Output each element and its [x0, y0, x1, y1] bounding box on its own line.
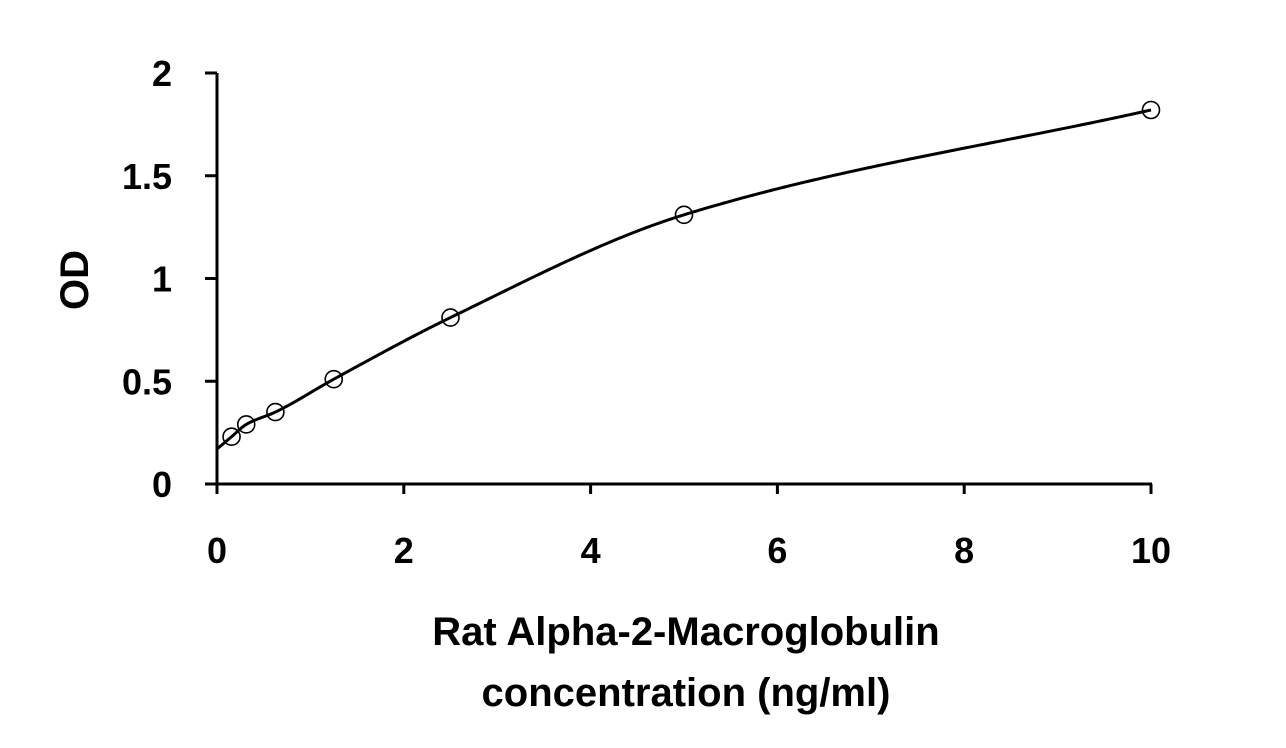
- x-tick-label: 6: [767, 530, 787, 571]
- y-tick-label: 0: [152, 464, 172, 505]
- y-axis-title: OD: [53, 250, 97, 310]
- data-points: [222, 100, 1161, 447]
- x-axis-title-line-1: Rat Alpha-2-Macroglobulin: [432, 610, 939, 654]
- data-point: [222, 427, 241, 447]
- x-tick-label: 8: [954, 530, 974, 571]
- y-tick-label: 1.5: [122, 156, 172, 197]
- data-point: [1141, 100, 1161, 120]
- y-tick-label: 0.5: [122, 361, 172, 402]
- axes: [215, 73, 1152, 486]
- y-axis-ticks: 0 0.5 1 1.5 2: [122, 53, 217, 505]
- data-point: [674, 205, 694, 225]
- x-tick-label: 2: [394, 530, 414, 571]
- data-point: [266, 402, 285, 422]
- fit-curve: [216, 108, 1152, 451]
- data-point: [441, 308, 460, 327]
- data-point: [324, 369, 344, 389]
- x-tick-label: 4: [581, 530, 601, 571]
- fit-curve-layer: [216, 108, 1152, 451]
- data-point: [236, 415, 256, 434]
- y-tick-label: 2: [152, 53, 172, 94]
- x-axis-ticks: 0 2 4 6 8 10: [207, 484, 1171, 571]
- y-tick-label: 1: [152, 259, 172, 300]
- x-axis-title-line-2: concentration (ng/ml): [482, 671, 891, 715]
- x-tick-label: 10: [1131, 530, 1171, 571]
- x-tick-label: 0: [207, 530, 227, 571]
